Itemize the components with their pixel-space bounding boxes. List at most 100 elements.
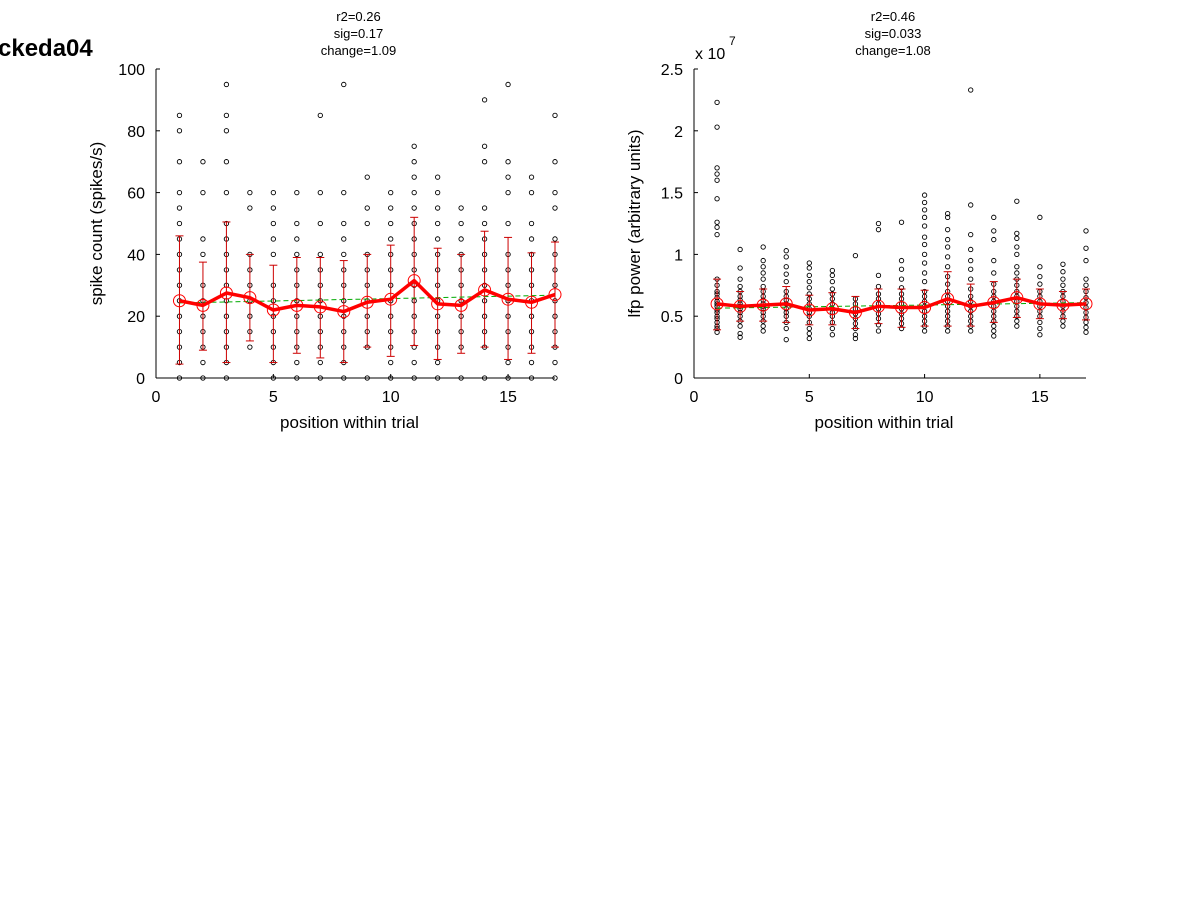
- data-point: [176, 159, 183, 165]
- data-point: [806, 260, 812, 266]
- data-point: [505, 375, 511, 381]
- data-point: [760, 283, 766, 290]
- data-point: [760, 264, 766, 270]
- x-tick-label: 5: [269, 389, 278, 406]
- data-point: [176, 220, 183, 227]
- data-point: [1060, 318, 1066, 324]
- data-point: [1083, 282, 1089, 288]
- mean-marker: [964, 299, 978, 313]
- data-point: [968, 246, 974, 253]
- data-point: [737, 330, 743, 337]
- data-point: [968, 257, 974, 264]
- y-tick-label: 0: [674, 371, 683, 388]
- data-point: [829, 286, 836, 292]
- data-point: [505, 159, 511, 165]
- data-point: [898, 257, 905, 264]
- x-axis-label: position within trial: [815, 413, 954, 432]
- mean-marker: [825, 302, 839, 316]
- x-tick-label: 10: [382, 389, 400, 406]
- data-point: [317, 220, 323, 227]
- data-point: [270, 251, 277, 258]
- data-point: [991, 257, 997, 264]
- data-point: [760, 328, 766, 334]
- x-tick-label: 0: [690, 389, 699, 406]
- data-point: [200, 251, 206, 258]
- data-point: [294, 251, 300, 258]
- mean-marker: [895, 301, 909, 315]
- data-point: [270, 205, 277, 211]
- data-point: [388, 220, 394, 227]
- data-point: [898, 266, 905, 272]
- data-point: [270, 236, 277, 242]
- stat-line: r2=0.46: [871, 9, 915, 24]
- data-point: [176, 128, 183, 134]
- data-point: [921, 223, 928, 229]
- data-point: [737, 246, 743, 253]
- data-point: [921, 260, 928, 266]
- data-point: [1060, 323, 1066, 329]
- mean-marker: [478, 283, 492, 297]
- data-point: [528, 189, 535, 196]
- data-point: [921, 192, 928, 198]
- data-point: [317, 189, 323, 196]
- data-point: [176, 375, 183, 381]
- stat-line: change=1.08: [855, 43, 931, 58]
- data-point: [434, 236, 441, 242]
- data-point: [364, 205, 370, 211]
- data-point: [294, 220, 300, 227]
- mean-marker: [941, 292, 955, 306]
- data-point: [829, 332, 836, 338]
- data-point: [1014, 270, 1020, 276]
- data-point: [1014, 198, 1020, 204]
- data-point: [760, 276, 766, 282]
- data-point: [760, 323, 766, 329]
- data-point: [458, 375, 464, 381]
- data-point: [921, 278, 928, 285]
- mean-marker: [548, 288, 562, 302]
- data-point: [223, 128, 230, 134]
- data-point: [737, 323, 743, 329]
- data-point: [921, 214, 928, 220]
- data-point: [991, 270, 997, 276]
- data-point: [760, 244, 766, 250]
- figure-id-label: ckeda04: [0, 35, 93, 62]
- data-point: [552, 189, 558, 196]
- data-point: [223, 189, 230, 196]
- data-point: [1083, 257, 1089, 264]
- data-point: [1014, 251, 1020, 258]
- data-point: [1083, 319, 1089, 326]
- data-point: [481, 143, 488, 149]
- y-tick-label: 20: [127, 309, 145, 326]
- data-point: [176, 189, 183, 196]
- data-point: [991, 228, 997, 234]
- data-point: [875, 227, 882, 233]
- data-point: [200, 189, 206, 196]
- data-point: [200, 359, 206, 366]
- data-point: [388, 236, 394, 242]
- data-point: [737, 283, 743, 290]
- data-point: [552, 375, 558, 381]
- data-point: [1060, 282, 1066, 288]
- data-point: [968, 266, 974, 272]
- data-point: [921, 234, 928, 240]
- data-point: [528, 375, 535, 381]
- y-tick-label: 2.5: [661, 62, 683, 79]
- data-point: [458, 205, 464, 211]
- data-point: [317, 112, 323, 119]
- y-tick-label: 2: [674, 124, 683, 141]
- data-point: [714, 99, 720, 106]
- stat-line: sig=0.17: [334, 26, 384, 41]
- data-point: [200, 159, 206, 165]
- y-tick-label: 80: [127, 124, 145, 141]
- data-point: [1037, 319, 1043, 326]
- data-point: [1037, 325, 1043, 332]
- data-point: [944, 210, 951, 217]
- data-point: [434, 189, 441, 196]
- data-point: [270, 220, 277, 227]
- data-point: [411, 359, 417, 366]
- data-point: [270, 189, 277, 196]
- x-tick-label: 15: [499, 389, 517, 406]
- data-point: [200, 375, 206, 381]
- mean-marker: [219, 286, 233, 300]
